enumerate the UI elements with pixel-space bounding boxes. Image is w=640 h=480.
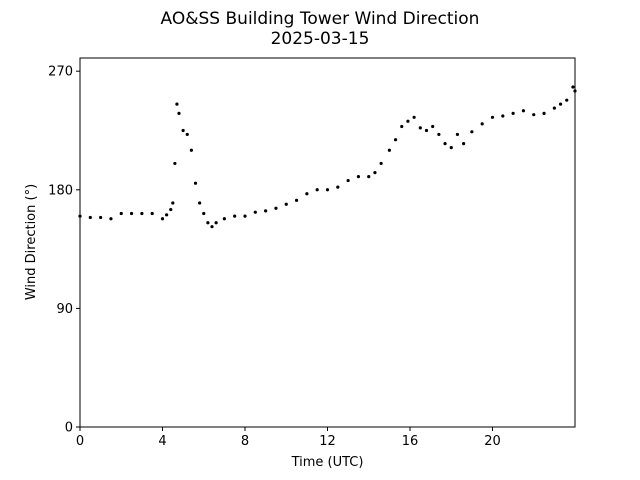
data-point xyxy=(214,221,218,225)
data-point xyxy=(175,102,179,106)
data-point xyxy=(264,209,268,213)
data-point xyxy=(274,206,278,210)
data-point xyxy=(412,115,416,119)
x-tick-label: 0 xyxy=(76,434,84,449)
data-point xyxy=(400,124,404,129)
data-point xyxy=(346,178,350,183)
data-point xyxy=(455,132,460,137)
y-tick-label: 270 xyxy=(48,65,73,80)
data-point xyxy=(565,98,569,102)
x-axis-ticks: 0 4 8 12 16 20 xyxy=(76,427,501,449)
data-point xyxy=(253,210,257,214)
data-point xyxy=(480,122,484,126)
x-axis-label: Time (UTC) xyxy=(291,455,364,470)
data-point xyxy=(511,111,515,115)
x-tick-label: 16 xyxy=(402,434,419,449)
data-point xyxy=(336,185,340,189)
data-point xyxy=(99,215,103,220)
y-tick-label: 0 xyxy=(65,421,73,436)
data-point xyxy=(325,188,330,192)
data-point xyxy=(315,188,319,192)
data-point xyxy=(284,202,288,206)
data-point xyxy=(424,128,429,133)
data-point xyxy=(181,128,185,133)
data-point xyxy=(294,198,299,202)
data-point xyxy=(552,106,556,110)
data-point xyxy=(185,132,189,137)
data-point xyxy=(367,175,371,179)
data-point xyxy=(160,217,165,221)
y-tick-label: 90 xyxy=(56,302,73,317)
y-axis-label: Wind Direction (°) xyxy=(24,184,39,300)
data-point xyxy=(437,132,441,137)
data-point xyxy=(490,115,495,119)
x-tick-label: 8 xyxy=(241,434,249,449)
data-point xyxy=(418,126,422,130)
data-point xyxy=(406,119,410,123)
data-point xyxy=(233,214,237,218)
data-point xyxy=(177,111,181,115)
data-point xyxy=(193,181,198,185)
data-point xyxy=(88,215,92,220)
data-point xyxy=(373,171,377,175)
data-point xyxy=(189,148,193,152)
data-point xyxy=(150,211,154,216)
data-point xyxy=(173,161,177,166)
x-tick-label: 4 xyxy=(158,434,166,449)
data-point xyxy=(119,211,123,216)
data-point xyxy=(443,142,447,146)
y-tick-label: 180 xyxy=(48,183,73,198)
x-tick-label: 20 xyxy=(484,434,501,449)
data-point xyxy=(171,201,175,205)
data-point xyxy=(449,146,453,150)
data-point xyxy=(222,217,226,221)
plot-area-frame xyxy=(79,57,576,428)
y-axis-ticks: 0 90 180 270 xyxy=(48,65,80,436)
data-point xyxy=(305,192,309,196)
data-point xyxy=(558,102,563,106)
data-point xyxy=(169,207,173,212)
data-point xyxy=(542,111,546,115)
data-point xyxy=(393,138,398,142)
data-point xyxy=(356,175,361,179)
data-point xyxy=(165,213,169,217)
data-point xyxy=(243,214,247,218)
chart-subtitle: 2025-03-15 xyxy=(271,29,370,49)
data-point xyxy=(470,130,474,134)
data-point xyxy=(198,201,202,205)
chart-title: AO&SS Building Tower Wind Direction xyxy=(161,9,480,29)
data-point xyxy=(501,114,505,118)
x-tick-label: 12 xyxy=(319,434,336,449)
data-point xyxy=(431,124,435,129)
data-point xyxy=(140,211,144,216)
data-point xyxy=(387,148,391,152)
data-point xyxy=(202,211,206,216)
data-point xyxy=(521,109,526,113)
data-point xyxy=(462,142,466,146)
data-point xyxy=(109,217,113,221)
data-point xyxy=(571,85,575,89)
data-point xyxy=(129,211,134,216)
data-point xyxy=(206,221,210,225)
data-point xyxy=(379,161,383,166)
data-point xyxy=(210,225,214,229)
data-point xyxy=(532,113,536,117)
data-points-layer xyxy=(78,85,577,229)
